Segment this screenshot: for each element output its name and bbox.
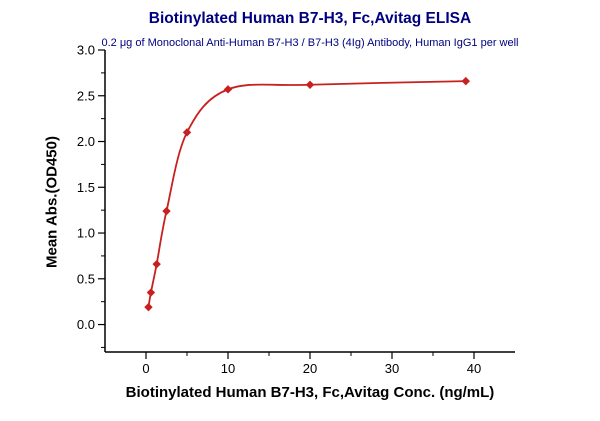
fit-curve: [147, 80, 466, 308]
y-tick-label: 0.0: [77, 317, 95, 332]
y-tick-label: 0.5: [77, 271, 95, 286]
y-tick-label: 1.0: [77, 226, 95, 241]
data-point: [162, 206, 171, 216]
data-point: [223, 85, 233, 94]
y-axis-label: Mean Abs.(OD450): [43, 136, 61, 268]
y-tick-label: 2.5: [77, 88, 95, 103]
chart-title: Biotinylated Human B7-H3, Fc,Avitag ELIS…: [148, 10, 472, 27]
data-point: [182, 128, 192, 137]
y-tick-label: 3.0: [77, 43, 95, 58]
data-point: [461, 76, 470, 86]
x-tick-label: 0: [142, 361, 149, 376]
x-tick-label: 20: [303, 361, 317, 376]
chart-subtitle: 0.2 μg of Monoclonal Anti-Human B7-H3 / …: [101, 37, 519, 49]
x-tick-label: 30: [385, 361, 399, 376]
data-point: [146, 288, 156, 297]
data-point: [305, 80, 315, 89]
x-tick-label: 40: [467, 361, 481, 376]
data-point: [152, 259, 161, 269]
y-tick-label: 2.0: [77, 134, 95, 149]
y-tick-label: 1.5: [77, 180, 95, 195]
x-axis-label: Biotinylated Human B7-H3, Fc,Avitag Conc…: [125, 384, 495, 401]
x-tick-label: 10: [221, 361, 235, 376]
data-point: [144, 302, 153, 312]
